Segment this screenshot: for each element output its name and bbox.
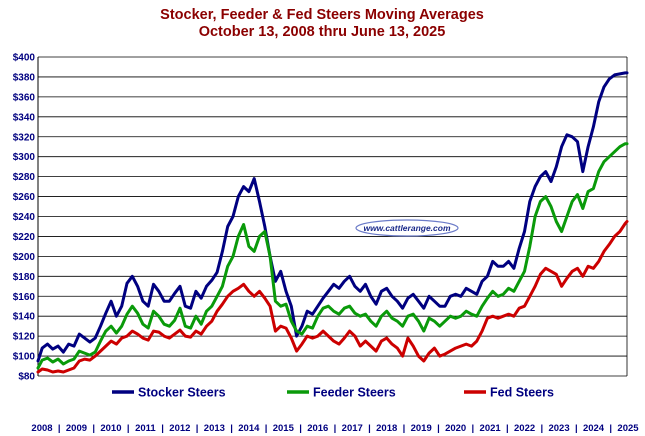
y-tick-label: $260 <box>13 192 36 203</box>
x-tick-separator: | <box>334 423 337 434</box>
x-tick-separator: | <box>540 423 543 434</box>
y-tick-label: $160 <box>13 292 36 303</box>
y-tick-label: $320 <box>13 132 36 143</box>
x-tick-separator: | <box>472 423 475 434</box>
x-tick-separator: | <box>265 423 268 434</box>
y-tick-label: $360 <box>13 92 36 103</box>
y-tick-label: $380 <box>13 72 36 83</box>
x-tick-separator: | <box>368 423 371 434</box>
chart-title: Stocker, Feeder & Fed Steers Moving Aver… <box>160 7 484 23</box>
x-tick-separator: | <box>92 423 95 434</box>
grid <box>37 56 628 377</box>
legend-label: Fed Steers <box>490 386 554 400</box>
x-tick-label: 2020 <box>445 423 466 434</box>
x-tick-label: 2010 <box>100 423 121 434</box>
y-tick-label: $280 <box>13 172 36 183</box>
chart-subtitle: October 13, 2008 thru June 13, 2025 <box>199 24 446 40</box>
y-tick-label: $120 <box>13 332 36 343</box>
y-tick-label: $220 <box>13 232 36 243</box>
x-tick-separator: | <box>196 423 199 434</box>
x-tick-label: 2008 <box>31 423 52 434</box>
x-tick-label: 2021 <box>480 423 502 434</box>
x-tick-label: 2018 <box>376 423 397 434</box>
y-tick-label: $300 <box>13 152 36 163</box>
x-tick-label: 2019 <box>411 423 432 434</box>
x-tick-label: 2016 <box>307 423 328 434</box>
legend-label: Stocker Steers <box>138 386 226 400</box>
series-line <box>36 220 629 374</box>
x-tick-label: 2025 <box>617 423 639 434</box>
x-tick-separator: | <box>437 423 440 434</box>
x-tick-label: 2014 <box>238 423 260 434</box>
x-axis-year-labels: 2008 | 2009 | 2010 | 2011 | 2012 | 2013 | 2014 | 2015 |… <box>31 423 639 434</box>
x-tick-label: 2012 <box>169 423 190 434</box>
series-line <box>36 71 629 363</box>
x-tick-separator: | <box>506 423 509 434</box>
watermark-badge <box>355 219 459 237</box>
series-line <box>36 142 629 370</box>
x-tick-separator: | <box>403 423 406 434</box>
x-tick-separator: | <box>575 423 578 434</box>
x-tick-label: 2011 <box>135 423 156 434</box>
y-tick-label: $80 <box>18 372 35 383</box>
y-axis-ticks: $80 $100 $120 $140 $160 $180 $200 $220 $240 $260 $… <box>13 53 36 383</box>
x-tick-label: 2015 <box>273 423 295 434</box>
x-tick-separator: | <box>609 423 612 434</box>
x-tick-separator: | <box>230 423 233 434</box>
watermark: www.cattlerange.com <box>355 219 459 237</box>
x-tick-separator: | <box>127 423 130 434</box>
x-tick-separator: | <box>161 423 164 434</box>
y-tick-label: $180 <box>13 272 36 283</box>
x-tick-separator: | <box>58 423 61 434</box>
x-tick-separator: | <box>299 423 302 434</box>
y-tick-label: $100 <box>13 352 36 363</box>
y-tick-label: $140 <box>13 312 36 323</box>
legend-label: Feeder Steers <box>313 386 396 400</box>
x-tick-label: 2009 <box>66 423 87 434</box>
x-tick-label: 2017 <box>342 423 363 434</box>
x-tick-label: 2023 <box>548 423 569 434</box>
x-tick-label: 2013 <box>204 423 225 434</box>
watermark-text: www.cattlerange.com <box>363 223 451 233</box>
series-lines <box>36 71 629 374</box>
legend: Stocker Steers Feeder Steers Fed Steers <box>112 386 554 400</box>
x-tick-label: 2022 <box>514 423 535 434</box>
y-tick-label: $200 <box>13 252 36 263</box>
y-tick-label: $340 <box>13 112 36 123</box>
y-tick-label: $400 <box>13 53 36 64</box>
y-tick-label: $240 <box>13 212 36 223</box>
x-tick-label: 2024 <box>583 423 605 434</box>
